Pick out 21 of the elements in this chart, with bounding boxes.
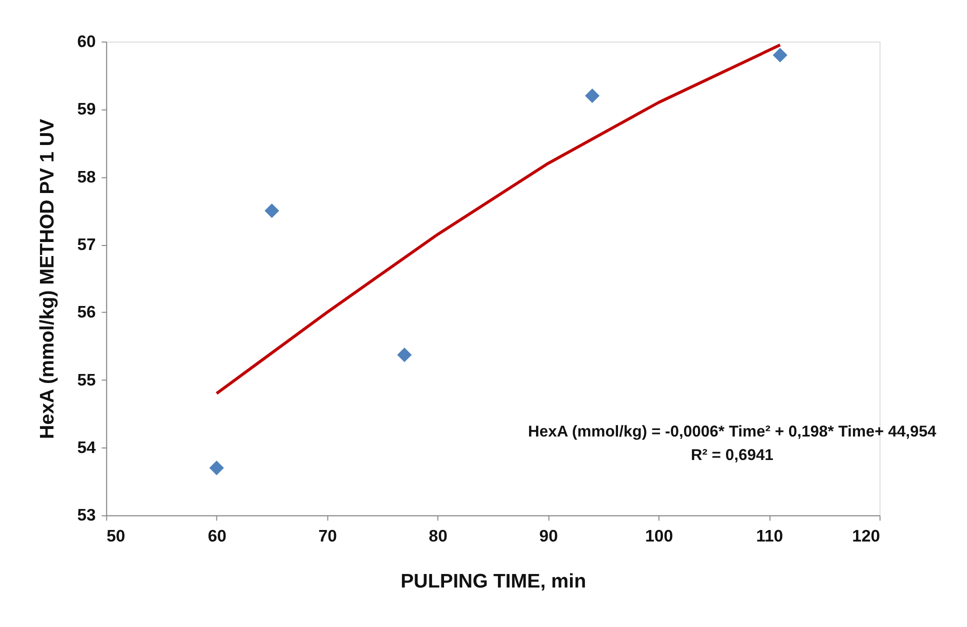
x-tick-label: 70 (318, 526, 337, 546)
x-tick-label: 100 (645, 526, 673, 546)
annotation: HexA (mmol/kg) = -0,0006* Time² + 0,198* Time+ 44,954 (528, 424, 936, 441)
x-tick-label: 60 (208, 526, 226, 546)
y-tick-label: 57 (77, 235, 96, 254)
x-tick-label: 80 (428, 526, 448, 546)
x-tick-label: 110 (756, 526, 784, 546)
x-axis-title: PULPING TIME, min (400, 570, 586, 592)
y-tick-label: 55 (77, 370, 96, 390)
x-tick-label: 90 (539, 526, 558, 546)
x-tick-label: 120 (852, 526, 880, 546)
y-axis-title: HexA (mmol/kg) METHOD PV 1 UV (36, 118, 59, 439)
x-tick-label: 50 (106, 526, 126, 546)
line-series (215, 44, 782, 395)
y-tick-label: 53 (77, 506, 96, 525)
y-tick-label: 60 (77, 32, 96, 51)
y-tick-label: 56 (77, 302, 96, 322)
annotation: R² = 0,6941 (690, 447, 774, 464)
y-tick-label: 54 (77, 438, 97, 458)
y-tick-label: 59 (77, 100, 96, 119)
y-tick-label: 58 (77, 167, 96, 186)
